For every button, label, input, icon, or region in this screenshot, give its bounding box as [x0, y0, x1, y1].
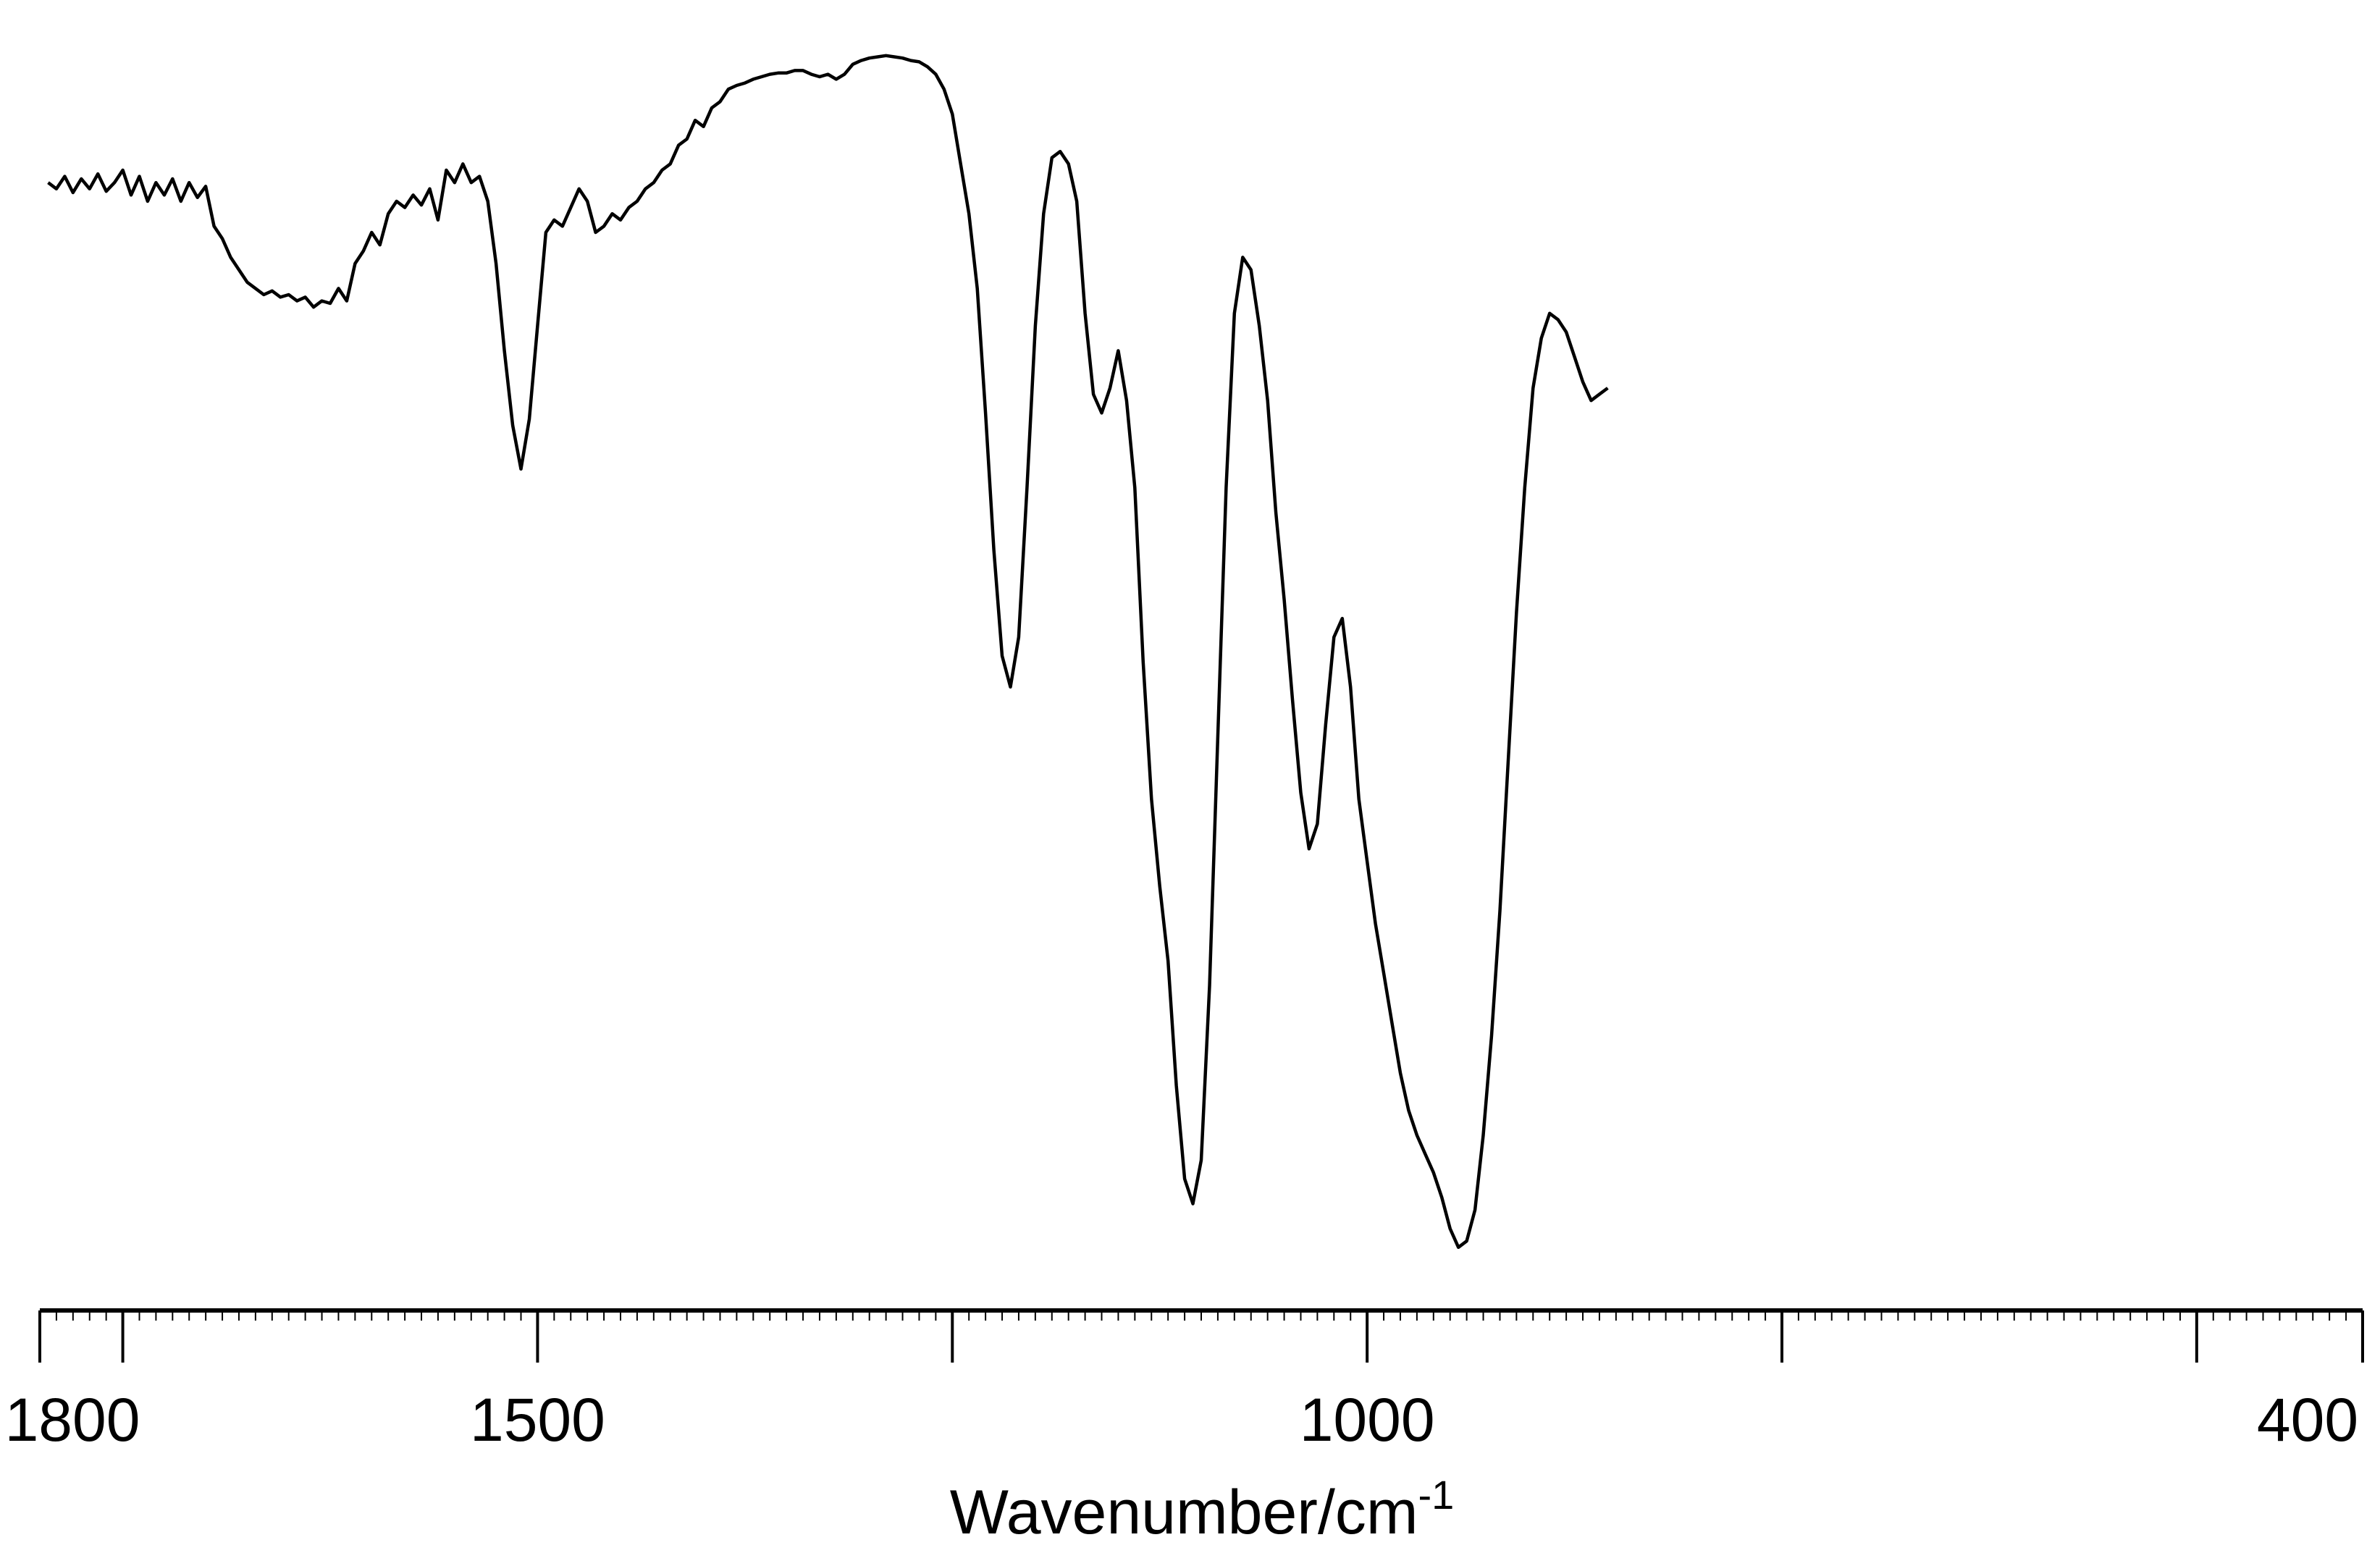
x-tick-label-400: 400	[2257, 1386, 2358, 1454]
x-axis-major-ticks	[38, 1310, 2364, 1363]
x-tick-label-1500: 1500	[470, 1386, 605, 1454]
x-axis: 1800 1500 1000 400	[5, 1308, 2364, 1454]
x-axis-title-superscript: -1	[1418, 1472, 1454, 1518]
spectrum-line-1	[47, 54, 1609, 1250]
plot-area	[47, 54, 1609, 1250]
x-tick-label-1800: 1800	[5, 1386, 140, 1454]
x-axis-minor-ticks	[39, 1310, 2363, 1321]
x-axis-title: Wavenumber/cm-1	[950, 1472, 1455, 1547]
x-axis-tick-labels: 1800 1500 1000 400	[5, 1386, 2359, 1454]
x-axis-title-main: Wavenumber/cm	[950, 1478, 1418, 1547]
x-tick-label-1000: 1000	[1300, 1386, 1435, 1454]
